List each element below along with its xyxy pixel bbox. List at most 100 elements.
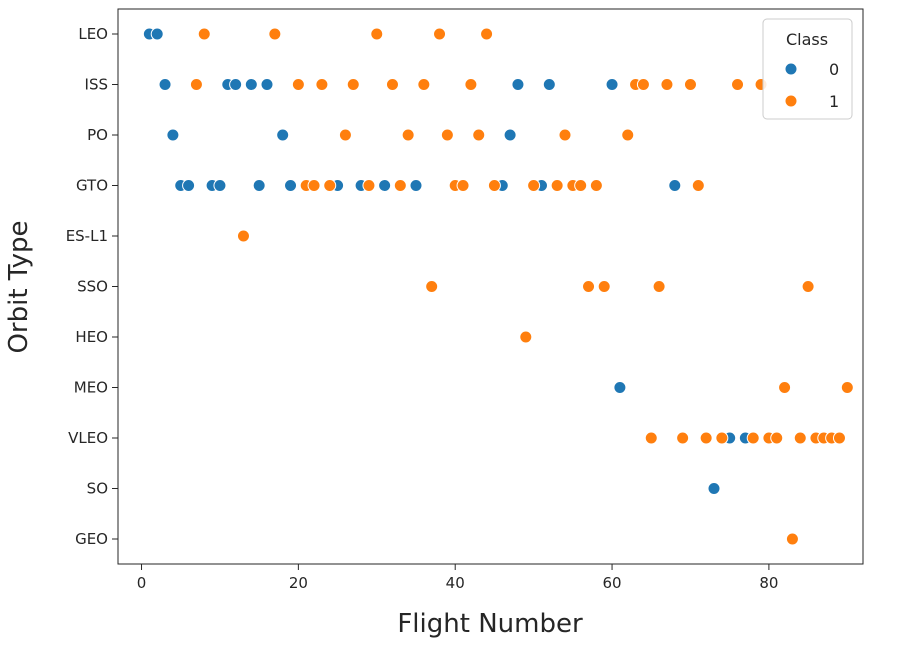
point-class-1-flight-41 — [456, 179, 470, 192]
point-class-1-flight-53 — [550, 179, 564, 192]
point-class-1-flight-64 — [636, 78, 650, 91]
point-class-1-flight-62 — [621, 128, 635, 142]
point-class-0-flight-12 — [229, 78, 243, 91]
point-class-1-flight-33 — [393, 179, 407, 192]
y-tick-label-po: PO — [87, 126, 108, 144]
plot-area — [117, 8, 864, 565]
point-class-1-flight-29 — [362, 179, 376, 192]
point-class-1-flight-72 — [699, 431, 713, 445]
point-class-1-flight-58 — [589, 179, 603, 192]
y-tick-label-so: SO — [87, 480, 108, 498]
point-class-1-flight-54 — [558, 128, 572, 142]
point-class-1-flight-37 — [425, 280, 439, 293]
legend-box — [762, 18, 853, 120]
point-class-1-flight-42 — [464, 78, 478, 91]
x-axis-label: Flight Number — [397, 609, 583, 639]
point-class-1-flight-13 — [236, 229, 250, 243]
y-axis-label: Orbit Type — [4, 220, 34, 353]
point-class-1-flight-56 — [574, 179, 588, 192]
point-class-1-flight-43 — [472, 128, 486, 142]
point-class-0-flight-3 — [158, 78, 172, 91]
point-class-1-flight-24 — [323, 179, 337, 192]
point-class-0-flight-31 — [378, 179, 392, 192]
point-class-1-flight-57 — [582, 280, 596, 293]
point-class-1-flight-67 — [660, 78, 674, 91]
point-class-1-flight-36 — [417, 78, 431, 91]
y-tick-label-vleo: VLEO — [68, 429, 108, 447]
point-class-1-flight-71 — [691, 179, 705, 192]
point-class-1-flight-39 — [440, 128, 454, 142]
point-class-1-flight-20 — [291, 78, 305, 91]
point-class-1-flight-83 — [785, 532, 799, 546]
point-class-1-flight-59 — [597, 280, 611, 293]
point-class-1-flight-84 — [793, 431, 807, 445]
point-class-0-flight-4 — [166, 128, 180, 142]
y-tick-label-geo: GEO — [75, 530, 108, 548]
point-class-1-flight-74 — [715, 431, 729, 445]
point-class-1-flight-17 — [268, 27, 282, 41]
y-tick-label-gto: GTO — [76, 177, 108, 195]
point-class-1-flight-85 — [801, 280, 815, 293]
legend-label-class-1: 1 — [829, 92, 839, 111]
point-class-1-flight-50 — [527, 179, 541, 192]
y-tick-label-iss: ISS — [85, 76, 108, 94]
point-class-0-flight-60 — [605, 78, 619, 91]
point-class-0-flight-35 — [409, 179, 423, 192]
point-class-1-flight-27 — [346, 78, 360, 91]
point-class-0-flight-15 — [252, 179, 266, 192]
point-class-0-flight-48 — [511, 78, 525, 91]
point-class-0-flight-47 — [503, 128, 517, 142]
point-class-1-flight-34 — [401, 128, 415, 142]
point-class-0-flight-61 — [613, 381, 627, 394]
legend-label-class-0: 0 — [829, 60, 839, 79]
legend-marker-class-0 — [784, 62, 798, 76]
point-class-1-flight-65 — [644, 431, 658, 445]
point-class-1-flight-90 — [840, 381, 854, 394]
y-tick-label-es-l1: ES-L1 — [66, 227, 108, 245]
point-class-1-flight-38 — [433, 27, 447, 41]
y-tick-label-sso: SSO — [77, 278, 108, 296]
point-class-1-flight-44 — [480, 27, 494, 41]
point-class-0-flight-19 — [284, 179, 298, 192]
point-class-0-flight-2 — [150, 27, 164, 41]
x-tick-label-60: 60 — [603, 574, 622, 592]
point-class-1-flight-22 — [307, 179, 321, 192]
point-class-1-flight-78 — [746, 431, 760, 445]
point-class-0-flight-73 — [707, 482, 721, 495]
point-class-1-flight-49 — [519, 330, 533, 344]
point-class-0-flight-18 — [276, 128, 290, 142]
y-tick-label-leo: LEO — [78, 25, 108, 43]
y-axis: LEO ISS PO GTO ES-L1 SSO HEO MEO VLEO SO GEO — [66, 25, 118, 548]
point-class-1-flight-89 — [832, 431, 846, 445]
x-tick-label-20: 20 — [289, 574, 308, 592]
point-class-1-flight-8 — [197, 27, 211, 41]
point-class-1-flight-26 — [338, 128, 352, 142]
point-class-1-flight-30 — [370, 27, 384, 41]
point-class-1-flight-23 — [315, 78, 329, 91]
point-class-1-flight-70 — [683, 78, 697, 91]
point-class-0-flight-16 — [260, 78, 274, 91]
point-class-1-flight-66 — [652, 280, 666, 293]
point-class-1-flight-82 — [778, 381, 792, 394]
point-class-0-flight-68 — [668, 179, 682, 192]
point-class-0-flight-6 — [182, 179, 196, 192]
data-points — [142, 27, 854, 546]
point-class-1-flight-76 — [731, 78, 745, 91]
legend-marker-class-1 — [784, 94, 798, 108]
point-class-1-flight-32 — [385, 78, 399, 91]
point-class-1-flight-45 — [487, 179, 501, 192]
y-tick-label-meo: MEO — [74, 379, 108, 397]
point-class-1-flight-81 — [770, 431, 784, 445]
point-class-0-flight-52 — [542, 78, 556, 91]
legend-title: Class — [786, 30, 828, 49]
point-class-0-flight-14 — [244, 78, 258, 91]
x-tick-label-80: 80 — [759, 574, 778, 592]
legend: Class 0 1 — [762, 18, 853, 120]
x-tick-label-40: 40 — [446, 574, 465, 592]
point-class-1-flight-7 — [189, 78, 203, 91]
x-tick-label-0: 0 — [137, 574, 147, 592]
x-axis: 0 20 40 60 80 — [137, 564, 778, 592]
point-class-1-flight-69 — [676, 431, 690, 445]
point-class-0-flight-10 — [213, 179, 227, 192]
